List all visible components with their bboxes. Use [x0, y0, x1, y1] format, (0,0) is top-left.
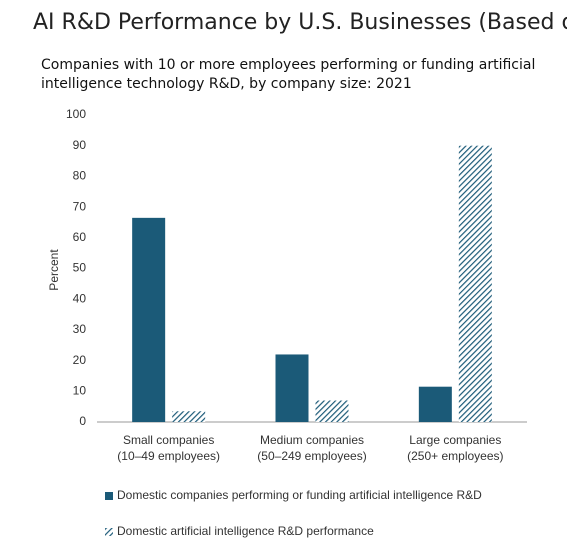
bar: [132, 217, 166, 422]
legend-swatch: [105, 492, 113, 500]
y-tick-label: 70: [73, 199, 87, 213]
y-tick-label: 90: [73, 138, 87, 152]
x-tick-label: Large companies (250+ employees): [407, 433, 504, 463]
bar: [458, 145, 492, 422]
y-tick-label: 20: [73, 353, 87, 367]
chart-subtitle: Companies with 10 or more employees perf…: [41, 57, 536, 92]
y-tick-label: 60: [73, 230, 87, 244]
bar: [315, 400, 349, 422]
y-axis-label: Percent: [47, 249, 61, 291]
y-tick-label: 50: [73, 261, 87, 275]
y-tick-label: 30: [73, 322, 87, 336]
legend-label: Domestic artificial intelligence R&D per…: [117, 524, 374, 538]
x-tick-label: Small companies (10–49 employees): [117, 433, 221, 463]
x-tick-label: Medium companies (50–249 employees): [257, 433, 367, 463]
bar: [418, 386, 452, 422]
chart-title: AI R&D Performance by U.S. Businesses (B…: [33, 10, 567, 35]
y-tick-label: 0: [79, 414, 86, 428]
legend-swatch: [105, 528, 113, 536]
y-tick-label: 10: [73, 383, 87, 397]
legend-label: Domestic companies performing or funding…: [117, 488, 482, 502]
y-tick-label: 100: [66, 107, 86, 121]
y-tick-label: 80: [73, 169, 87, 183]
bar: [172, 411, 206, 422]
bar: [275, 354, 309, 422]
y-tick-label: 40: [73, 291, 87, 305]
